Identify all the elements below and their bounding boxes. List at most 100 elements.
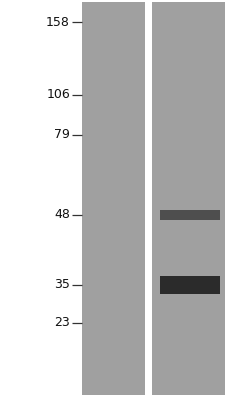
Bar [151, 200, 224, 203]
Bar [151, 212, 224, 215]
Text: 35: 35 [54, 278, 70, 292]
Bar [82, 77, 144, 80]
Bar [82, 149, 144, 152]
Bar [82, 122, 144, 125]
Bar [82, 167, 144, 170]
Text: 106: 106 [46, 88, 70, 102]
Bar [151, 134, 224, 137]
Text: 48: 48 [54, 208, 70, 222]
Bar [151, 41, 224, 44]
Bar [82, 107, 144, 110]
Bar [82, 164, 144, 167]
Bar [82, 275, 144, 278]
Bar [82, 155, 144, 158]
Bar [82, 209, 144, 212]
Bar [151, 218, 224, 221]
Bar [151, 26, 224, 29]
Bar [151, 149, 224, 152]
Bar [82, 332, 144, 335]
Bar [82, 335, 144, 338]
Bar [82, 134, 144, 137]
Bar [82, 296, 144, 299]
Bar [82, 308, 144, 311]
Bar [151, 179, 224, 182]
Bar [151, 344, 224, 347]
Bar [82, 197, 144, 200]
Bar [151, 20, 224, 23]
Bar [151, 305, 224, 308]
Bar [151, 320, 224, 323]
Bar [82, 29, 144, 32]
Bar [151, 371, 224, 374]
Bar [151, 119, 224, 122]
Bar [151, 2, 224, 395]
Bar [82, 317, 144, 320]
Bar [82, 146, 144, 149]
Bar [82, 311, 144, 314]
Bar [151, 116, 224, 119]
Bar [151, 383, 224, 386]
Bar [82, 206, 144, 209]
Bar [151, 11, 224, 14]
Bar [82, 290, 144, 293]
Bar [151, 71, 224, 74]
Bar [82, 65, 144, 68]
Bar [82, 86, 144, 89]
Bar [82, 281, 144, 284]
Bar [82, 359, 144, 362]
Bar [151, 152, 224, 155]
Bar [82, 329, 144, 332]
Bar [82, 389, 144, 392]
Bar [82, 338, 144, 341]
Bar [151, 14, 224, 17]
Bar [82, 2, 144, 5]
Bar [151, 89, 224, 92]
Bar [151, 362, 224, 365]
Bar [82, 203, 144, 206]
Bar [82, 377, 144, 380]
Bar [82, 8, 144, 11]
Bar [151, 281, 224, 284]
Bar [151, 113, 224, 116]
Bar [151, 146, 224, 149]
Bar [151, 326, 224, 329]
Bar [151, 341, 224, 344]
Bar [151, 2, 224, 5]
Bar [82, 182, 144, 185]
Bar [82, 299, 144, 302]
Bar [82, 248, 144, 251]
Bar [151, 353, 224, 356]
Bar [151, 86, 224, 89]
Bar [82, 371, 144, 374]
Bar [82, 251, 144, 254]
Bar [82, 236, 144, 239]
Bar [82, 35, 144, 38]
Bar [151, 164, 224, 167]
Bar [151, 206, 224, 209]
Bar [82, 215, 144, 218]
Bar [151, 359, 224, 362]
Bar [151, 128, 224, 131]
Bar [151, 278, 224, 281]
Bar [151, 188, 224, 191]
Bar [82, 230, 144, 233]
Bar [82, 287, 144, 290]
Bar [82, 200, 144, 203]
Bar [82, 125, 144, 128]
Bar [151, 35, 224, 38]
Bar [82, 266, 144, 269]
Bar [82, 38, 144, 41]
Bar [151, 29, 224, 32]
Bar [151, 350, 224, 353]
Bar [82, 383, 144, 386]
Bar [151, 44, 224, 47]
Bar [151, 167, 224, 170]
Bar [82, 110, 144, 113]
Bar [82, 365, 144, 368]
Bar [151, 284, 224, 287]
Bar [82, 344, 144, 347]
Bar [82, 98, 144, 101]
Bar [82, 32, 144, 35]
Bar [151, 245, 224, 248]
Bar [82, 101, 144, 104]
